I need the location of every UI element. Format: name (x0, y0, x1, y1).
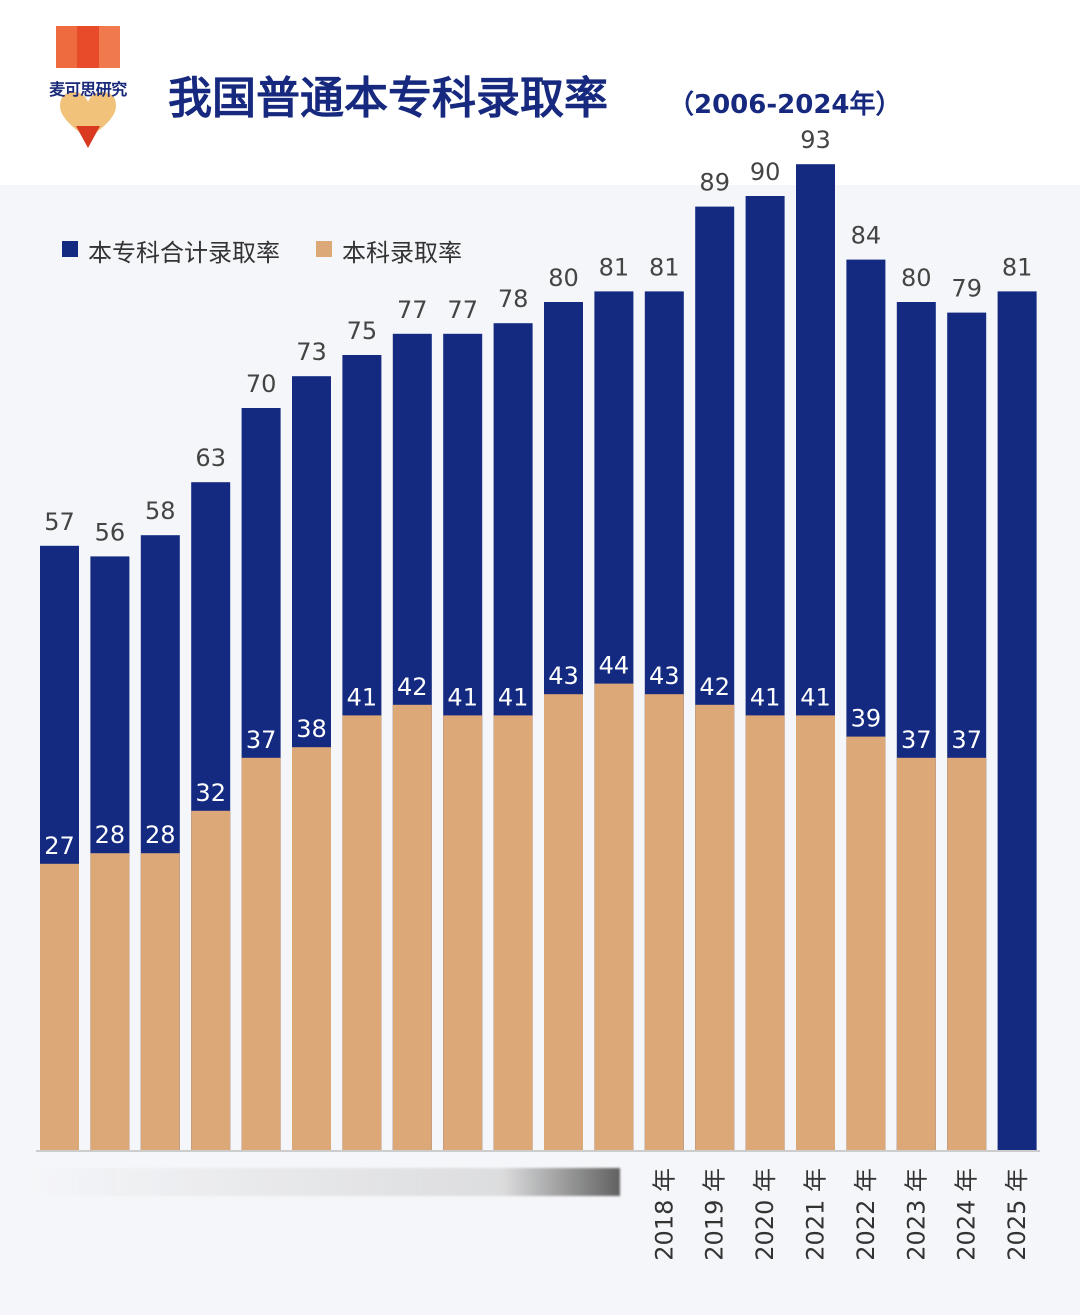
bar-undergrad (140, 853, 180, 1150)
data-label-undergrad: 37 (901, 726, 932, 754)
data-label-total: 78 (498, 285, 529, 313)
data-label-undergrad: 37 (246, 726, 277, 754)
data-label-total: 81 (1002, 253, 1033, 281)
data-label-undergrad: 28 (95, 821, 126, 849)
data-label-undergrad: 43 (548, 662, 579, 690)
bar-undergrad (644, 694, 684, 1150)
data-label-total: 63 (195, 444, 226, 472)
data-label-total: 79 (951, 275, 982, 303)
data-label-undergrad: 41 (800, 683, 831, 711)
legend-swatch-undergrad (316, 241, 332, 257)
data-label-undergrad: 32 (195, 779, 226, 807)
bar-undergrad (745, 715, 785, 1150)
header: 麦可思研究 我国普通本专科录取率 （2006-2024年） (0, 0, 1080, 185)
x-tick-label: 2025 年 (1003, 1168, 1031, 1261)
x-tick-label: 2019 年 (701, 1168, 729, 1261)
brand-logo: 麦可思研究 (28, 26, 148, 152)
data-label-undergrad: 28 (145, 821, 176, 849)
data-label-undergrad: 41 (347, 683, 378, 711)
bar-undergrad (191, 810, 231, 1150)
bar-undergrad (695, 704, 735, 1150)
bar-undergrad (846, 736, 886, 1150)
bar-undergrad (493, 715, 533, 1150)
bar-undergrad (392, 704, 432, 1150)
data-label-total: 80 (901, 264, 932, 292)
data-label-total: 90 (750, 158, 781, 186)
data-label-undergrad: 37 (951, 726, 982, 754)
data-label-undergrad: 42 (699, 673, 730, 701)
bar-undergrad (342, 715, 382, 1150)
data-label-total: 75 (347, 317, 378, 345)
data-label-total: 93 (800, 126, 831, 154)
x-tick-label: 2018 年 (650, 1168, 678, 1261)
data-label-undergrad: 42 (397, 673, 428, 701)
data-label-undergrad: 38 (296, 715, 327, 743)
data-label-total: 81 (599, 253, 630, 281)
bar-undergrad (90, 853, 130, 1150)
data-label-undergrad: 41 (447, 683, 478, 711)
bar-undergrad (443, 715, 483, 1150)
data-label-total: 80 (548, 264, 579, 292)
bar-total (997, 291, 1037, 1150)
data-label-total: 58 (145, 497, 176, 525)
bar-undergrad (544, 694, 583, 1150)
data-label-total: 77 (397, 296, 428, 324)
x-tick-label: 2022 年 (852, 1168, 880, 1261)
brand-logo-text: 麦可思研究 (49, 80, 127, 99)
bar-undergrad (594, 683, 634, 1150)
x-tick-label: 2023 年 (902, 1168, 930, 1261)
data-label-total: 81 (649, 253, 680, 281)
data-label-undergrad: 41 (498, 683, 529, 711)
bar-undergrad (896, 757, 936, 1150)
pencil-heart-icon (56, 26, 120, 148)
data-label-undergrad: 41 (750, 683, 781, 711)
x-tick-label: 2021 年 (802, 1168, 830, 1261)
bar-undergrad (796, 715, 835, 1150)
data-label-total: 57 (44, 508, 75, 536)
bar-undergrad (40, 863, 79, 1150)
data-label-total: 56 (95, 518, 126, 546)
bar-undergrad (947, 757, 987, 1150)
x-tick-label: 2020 年 (751, 1168, 779, 1261)
blurred-axis-labels (30, 1168, 620, 1196)
data-label-undergrad: 27 (44, 832, 75, 860)
data-label-undergrad: 43 (649, 662, 680, 690)
data-label-total: 89 (699, 169, 730, 197)
data-label-total: 77 (447, 296, 478, 324)
legend-swatch-total (62, 241, 78, 257)
bar-undergrad (241, 757, 281, 1150)
legend-label-total: 本专科合计录取率 (88, 239, 280, 267)
data-label-undergrad: 39 (851, 705, 882, 733)
bar-undergrad (292, 747, 331, 1150)
legend-label-undergrad: 本科录取率 (342, 239, 462, 267)
data-label-undergrad: 44 (599, 652, 630, 680)
data-label-total: 84 (851, 222, 882, 250)
data-label-total: 73 (296, 338, 327, 366)
page-subtitle: （2006-2024年） (668, 90, 902, 120)
data-label-total: 70 (246, 370, 277, 398)
page-title: 我国普通本专科录取率 (168, 73, 608, 124)
x-tick-label: 2024 年 (953, 1168, 981, 1261)
